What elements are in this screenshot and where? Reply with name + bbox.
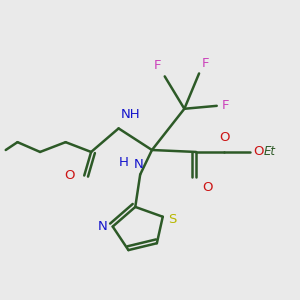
Text: S: S [168,213,176,226]
Text: NH: NH [121,108,140,121]
Text: N: N [98,220,108,233]
Text: F: F [153,59,161,73]
Text: O: O [64,169,74,182]
Text: F: F [222,99,229,112]
Text: N: N [133,158,143,171]
Text: H: H [118,156,128,169]
Text: O: O [253,146,264,158]
Text: O: O [219,131,230,144]
Text: Et: Et [264,146,276,158]
Text: F: F [202,56,209,70]
Text: O: O [202,182,212,194]
